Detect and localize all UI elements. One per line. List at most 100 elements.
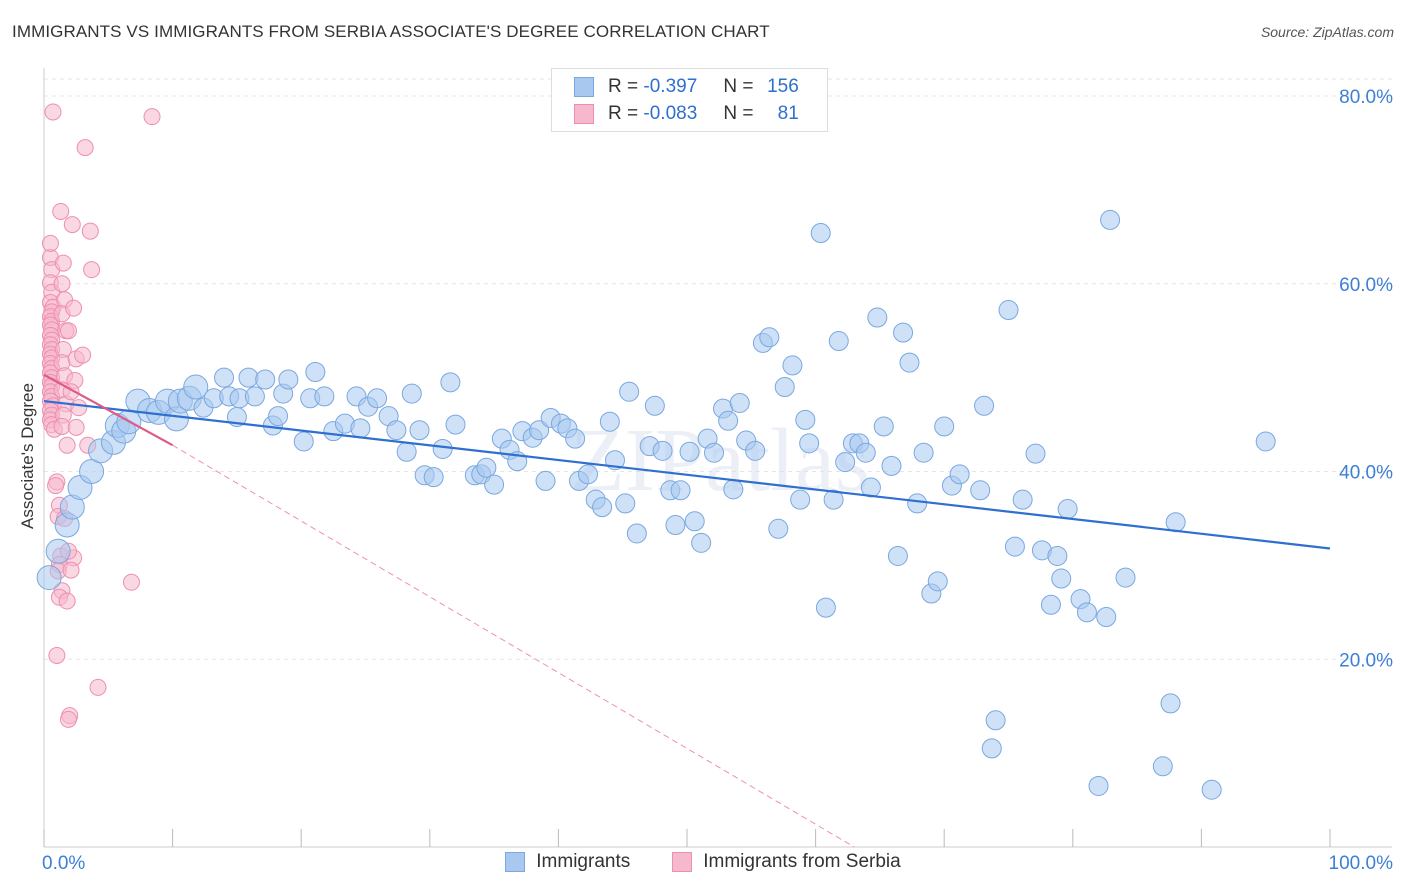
- x-tick-label: 100.0%: [1329, 853, 1394, 874]
- data-point-immigrants: [1160, 693, 1181, 714]
- data-point-immigrants: [214, 367, 235, 388]
- data-point-immigrants: [255, 369, 276, 390]
- data-point-immigrants: [815, 597, 836, 618]
- data-point-immigrants: [684, 511, 705, 532]
- data-point-immigrants: [529, 420, 550, 441]
- data-point-immigrants: [855, 442, 876, 463]
- legend-item-immigrants[interactable]: Immigrants: [505, 851, 630, 873]
- data-point-serbia: [58, 592, 76, 610]
- data-point-immigrants: [981, 738, 1002, 759]
- source-note: Source: ZipAtlas.com: [1260, 24, 1394, 40]
- data-point-serbia: [83, 261, 101, 279]
- data-point-immigrants: [704, 442, 725, 463]
- data-point-immigrants: [626, 523, 647, 544]
- data-point-immigrants: [305, 361, 326, 382]
- data-point-serbia: [53, 275, 71, 293]
- trend-line-immigrants: [43, 400, 1331, 550]
- data-point-serbia: [122, 573, 140, 591]
- data-point-immigrants: [445, 414, 466, 435]
- data-point-immigrants: [484, 474, 505, 495]
- data-point-immigrants: [934, 416, 955, 437]
- data-point-immigrants: [592, 497, 613, 518]
- data-point-immigrants: [927, 571, 948, 592]
- data-point-immigrants: [774, 377, 795, 398]
- data-point-serbia: [63, 216, 81, 234]
- data-point-serbia: [52, 202, 70, 220]
- data-point-immigrants: [1051, 568, 1072, 589]
- data-point-immigrants: [670, 480, 691, 501]
- data-point-serbia: [59, 710, 77, 728]
- data-point-immigrants: [1165, 512, 1186, 533]
- data-point-immigrants: [45, 538, 71, 564]
- r-value: -0.083: [643, 103, 698, 124]
- data-point-serbia: [62, 561, 80, 579]
- data-point-immigrants: [1255, 431, 1276, 452]
- data-point-immigrants: [432, 438, 453, 459]
- data-point-immigrants: [768, 518, 789, 539]
- data-point-immigrants: [907, 493, 928, 514]
- data-point-immigrants: [644, 395, 665, 416]
- data-point-serbia: [67, 418, 85, 436]
- data-point-immigrants: [238, 367, 259, 388]
- data-point-immigrants: [828, 331, 849, 352]
- immigrants-points: [36, 209, 1276, 800]
- y-tick-label: 20.0%: [1339, 650, 1393, 671]
- data-point-immigrants: [998, 300, 1019, 321]
- data-point-immigrants: [314, 386, 335, 407]
- r-label: R =: [608, 103, 639, 124]
- data-point-immigrants: [729, 392, 750, 413]
- data-point-immigrants: [723, 479, 744, 500]
- pink-trend-extension: [172, 444, 855, 848]
- data-point-immigrants: [615, 493, 636, 514]
- data-point-immigrants: [423, 467, 444, 488]
- data-point-immigrants: [949, 464, 970, 485]
- n-label: N =: [723, 103, 754, 124]
- data-point-immigrants: [867, 307, 888, 328]
- data-point-immigrants: [409, 420, 430, 441]
- blue-swatch: [574, 77, 594, 97]
- data-point-immigrants: [1115, 567, 1136, 588]
- x-tick-labels: 0.0% 100.0%: [42, 853, 1393, 874]
- data-point-immigrants: [881, 455, 902, 476]
- data-point-serbia: [74, 346, 92, 364]
- legend-row-serbia: R = -0.083 N = 81: [574, 101, 799, 127]
- data-point-immigrants: [823, 489, 844, 510]
- data-point-immigrants: [970, 480, 991, 501]
- data-point-immigrants: [799, 433, 820, 454]
- legend-label: Immigrants: [536, 851, 631, 872]
- data-point-immigrants: [1201, 779, 1222, 800]
- data-point-immigrants: [1100, 209, 1121, 230]
- data-point-immigrants: [1047, 545, 1068, 566]
- y-tick-label: 80.0%: [1339, 87, 1393, 108]
- data-point-immigrants: [350, 418, 371, 439]
- data-point-immigrants: [745, 440, 766, 461]
- data-point-serbia: [48, 646, 66, 664]
- y-tick-labels: 20.0% 40.0% 60.0% 80.0%: [1339, 87, 1393, 671]
- data-point-immigrants: [691, 532, 712, 553]
- data-point-serbia: [59, 322, 77, 340]
- data-point-immigrants: [782, 355, 803, 376]
- data-point-immigrants: [1076, 602, 1097, 623]
- data-point-immigrants: [565, 428, 586, 449]
- data-point-immigrants: [367, 388, 388, 409]
- data-point-serbia: [143, 108, 161, 126]
- data-point-serbia: [76, 139, 94, 157]
- data-point-immigrants: [535, 470, 556, 491]
- data-point-immigrants: [790, 489, 811, 510]
- x-tick-label: 0.0%: [42, 853, 85, 874]
- legend-item-serbia[interactable]: Immigrants from Serbia: [672, 851, 901, 873]
- data-point-serbia: [81, 222, 99, 240]
- data-point-immigrants: [293, 431, 314, 452]
- data-point-immigrants: [401, 383, 422, 404]
- r-value: -0.397: [643, 76, 698, 97]
- data-point-immigrants: [396, 441, 417, 462]
- data-point-serbia: [89, 678, 107, 696]
- blue-swatch: [505, 852, 526, 872]
- data-point-immigrants: [873, 416, 894, 437]
- data-point-serbia: [70, 399, 88, 417]
- data-point-immigrants: [244, 386, 265, 407]
- data-point-serbia: [44, 103, 62, 121]
- data-point-immigrants: [619, 381, 640, 402]
- data-point-immigrants: [652, 440, 673, 461]
